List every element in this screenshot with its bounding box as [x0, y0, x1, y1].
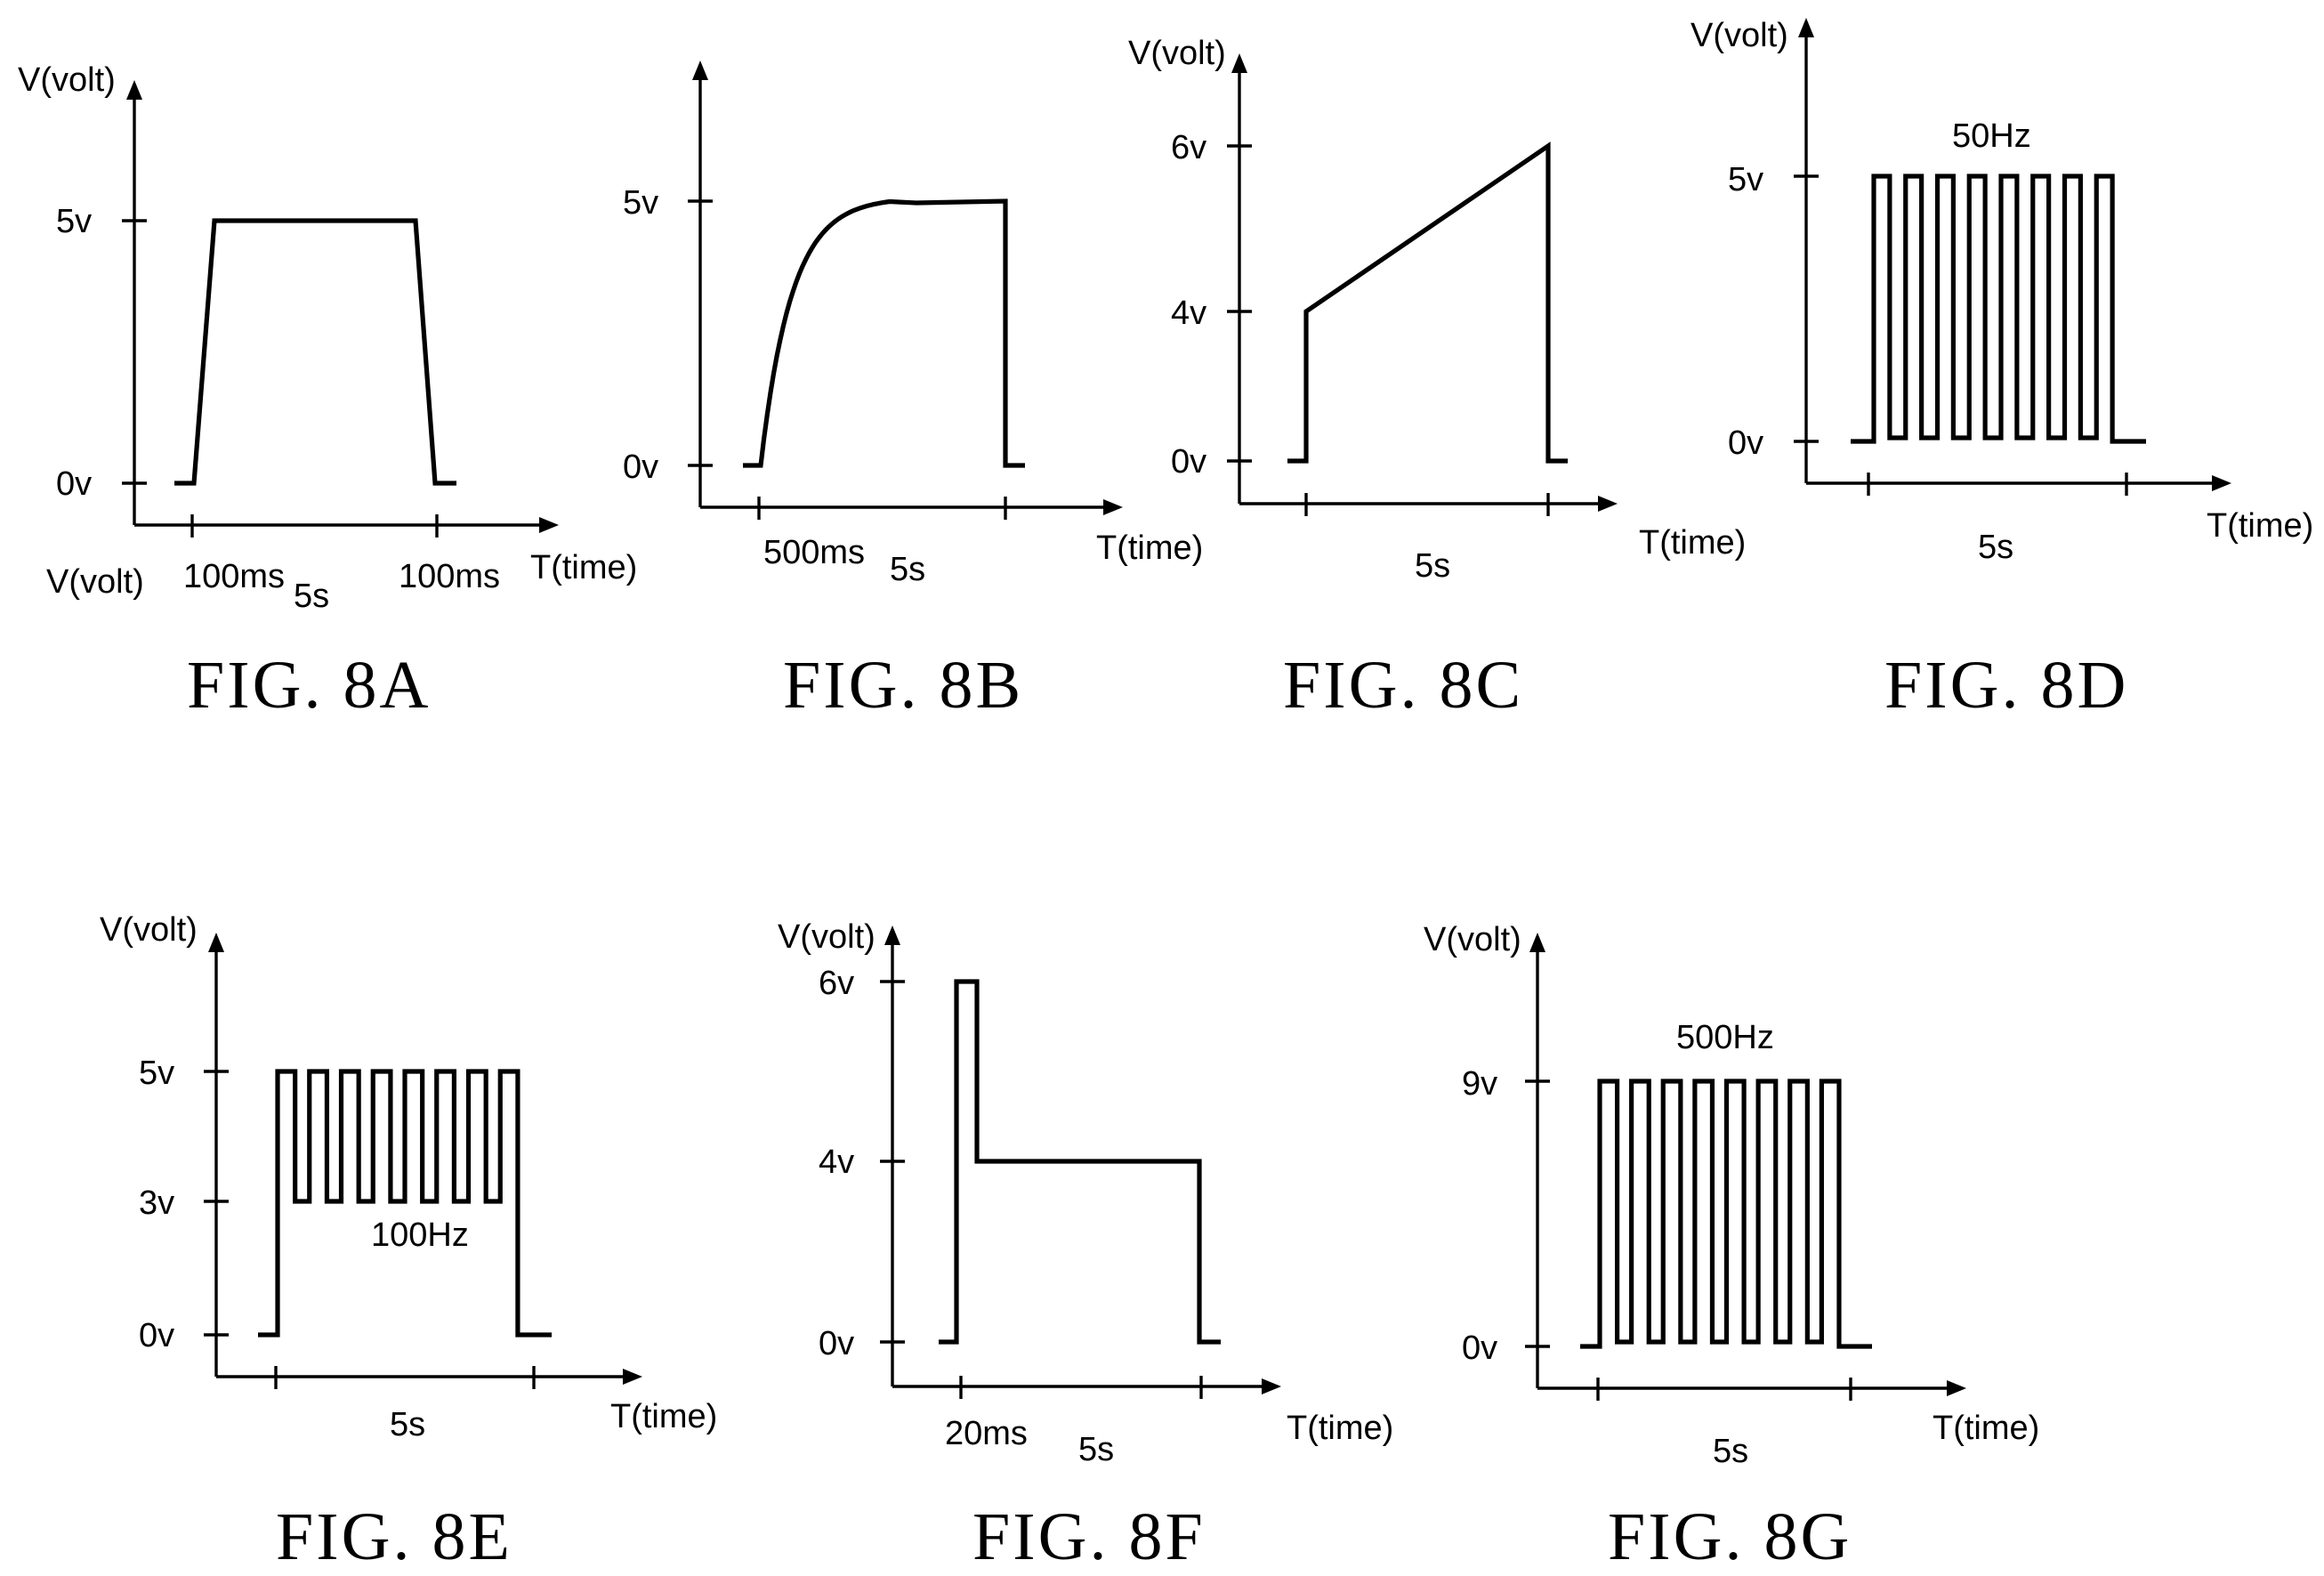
panel-fig-8c: V(volt) 6v 4v 0v 5s T(time) FIG. 8C — [1128, 35, 1746, 723]
tick-label: 6v — [1171, 129, 1206, 166]
panel-fig-8g: V(volt) 9v 0v 500Hz 5s T(time) FIG. 8G — [1424, 921, 2039, 1574]
panel-fig-8d: V(volt) 5v 0v 50Hz 5s T(time) FIG. 8D — [1691, 17, 2313, 723]
waveform-line — [258, 1069, 552, 1338]
tick-label: 5v — [139, 1055, 174, 1092]
y-axis-arrow — [126, 80, 142, 100]
time-label: 5s — [1415, 547, 1450, 585]
panel-fig-8e: V(volt) 5v 3v 0v 100Hz 5s T(time) FIG. 8E — [100, 911, 717, 1574]
x-axis-arrow — [2212, 475, 2231, 491]
y-axis-label: V(volt) — [100, 911, 198, 949]
tick-label: 6v — [819, 965, 854, 1002]
panel-fig-8b: 5v 0v 500ms 5s T(time) FIG. 8B — [623, 61, 1203, 723]
tick-label: 0v — [1728, 424, 1763, 462]
frequency-label: 500Hz — [1676, 1019, 1774, 1056]
y-axis-arrow — [1231, 53, 1247, 73]
time-label: 20ms — [945, 1415, 1028, 1452]
waveform-line — [1580, 1079, 1872, 1349]
y-axis-label: V(volt) — [778, 918, 876, 956]
tick-label: 9v — [1462, 1065, 1497, 1103]
figure-caption: FIG. 8C — [1283, 648, 1523, 723]
figure-caption: FIG. 8E — [276, 1499, 512, 1574]
y-axis-arrow — [208, 933, 224, 952]
figure-caption: FIG. 8A — [187, 648, 431, 723]
waveform-line — [939, 979, 1221, 1345]
time-label: 5s — [1078, 1431, 1114, 1468]
x-axis-label: T(time) — [1639, 524, 1746, 562]
x-axis-arrow — [1103, 499, 1123, 515]
y-axis-label: V(volt) — [1128, 35, 1226, 72]
x-axis-label: T(time) — [2207, 507, 2313, 545]
y-axis-label: V(volt) — [18, 61, 116, 99]
time-label: 5s — [294, 578, 329, 615]
x-axis-arrow — [539, 517, 559, 533]
time-label: 100ms — [183, 558, 285, 595]
time-label: 5s — [1713, 1433, 1748, 1470]
waveform-line — [174, 218, 456, 486]
x-axis-arrow — [1947, 1380, 1966, 1396]
frequency-label: 50Hz — [1952, 117, 2031, 155]
time-label: 100ms — [399, 558, 500, 595]
panel-fig-8f: V(volt) 6v 4v 0v 20ms 5s T(time) FIG. 8F — [778, 918, 1393, 1574]
tick-label: 0v — [56, 465, 92, 503]
x-axis-label: T(time) — [610, 1398, 717, 1435]
y-axis-arrow — [1798, 18, 1814, 37]
waveform-line — [1851, 174, 2146, 444]
tick-label: 5v — [623, 184, 658, 222]
y-axis-label: V(volt) — [1424, 921, 1521, 958]
y-axis-arrow — [1529, 933, 1545, 952]
tick-label: 3v — [139, 1184, 174, 1222]
figure-caption: FIG. 8F — [972, 1499, 1206, 1574]
x-axis-arrow — [1262, 1378, 1281, 1394]
figure-caption: FIG. 8G — [1608, 1499, 1852, 1574]
tick-label: 0v — [819, 1325, 854, 1362]
time-label: 500ms — [763, 534, 865, 571]
figure-caption: FIG. 8B — [783, 648, 1023, 723]
time-label: 5s — [1978, 529, 2013, 566]
extra-axis-label: V(volt) — [46, 563, 144, 601]
waveform-line — [1287, 141, 1568, 464]
x-axis-label: T(time) — [1287, 1410, 1393, 1447]
tick-label: 0v — [623, 449, 658, 486]
y-axis-arrow — [884, 925, 900, 945]
x-axis-arrow — [623, 1369, 642, 1385]
x-axis-label: T(time) — [530, 549, 637, 586]
time-label: 5s — [890, 551, 925, 588]
time-label: 5s — [390, 1406, 425, 1443]
tick-label: 0v — [1171, 443, 1206, 481]
tick-label: 0v — [1462, 1329, 1497, 1367]
tick-label: 5v — [1728, 161, 1763, 198]
frequency-label: 100Hz — [371, 1216, 469, 1254]
figure-caption: FIG. 8D — [1884, 648, 2128, 723]
tick-label: 0v — [139, 1317, 174, 1354]
waveform-line — [743, 198, 1025, 468]
x-axis-arrow — [1598, 496, 1618, 512]
x-axis-label: T(time) — [1096, 529, 1203, 567]
y-axis-arrow — [692, 61, 708, 80]
y-axis-label: V(volt) — [1691, 17, 1788, 54]
tick-label: 4v — [819, 1144, 854, 1181]
tick-label: 4v — [1171, 295, 1206, 332]
tick-label: 5v — [56, 203, 92, 240]
x-axis-label: T(time) — [1933, 1410, 2039, 1447]
